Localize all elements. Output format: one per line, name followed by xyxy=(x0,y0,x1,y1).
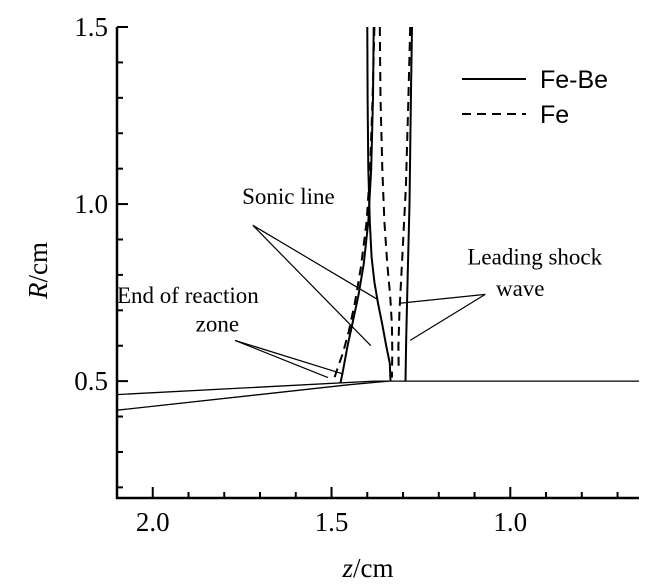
annotation-label: wave xyxy=(496,276,545,301)
annotation-leader xyxy=(234,339,344,375)
annotation-label: zone xyxy=(196,312,239,337)
annotation-leader xyxy=(399,293,486,304)
series-fe-be-curve xyxy=(404,26,413,382)
annotation-leader xyxy=(409,293,486,341)
annotation-label: Leading shock xyxy=(467,244,602,269)
series-layer xyxy=(332,26,413,384)
x-tick-label: 2.0 xyxy=(136,507,170,537)
x-tick-label: 1.0 xyxy=(493,507,527,537)
boundary-line xyxy=(116,380,639,396)
y-axis-title: R/cm xyxy=(23,242,53,300)
series-fe-curve xyxy=(332,26,376,382)
legend-label: Fe xyxy=(540,101,569,129)
axes: 0.5 1.0 1.5 2.0 1.5 1.0 z/cm R/cm xyxy=(23,12,639,583)
x-axis-title: z/cm xyxy=(341,553,393,583)
y-tick-label: 1.0 xyxy=(74,189,108,219)
legend-label: Fe-Be xyxy=(540,66,608,94)
annotation-leader xyxy=(252,224,372,347)
annotation-leader xyxy=(252,224,379,301)
reference-lines xyxy=(116,380,639,411)
y-tick-label: 1.5 xyxy=(74,12,108,42)
series-fe-be-curve xyxy=(366,26,392,382)
annotation-label: Sonic line xyxy=(242,184,335,209)
annotation-layer: Sonic line End of reaction zone Leading sho… xyxy=(117,184,603,379)
y-tick-label: 0.5 xyxy=(74,366,108,396)
boundary-line xyxy=(116,380,389,411)
series-fe-curve xyxy=(397,26,412,371)
annotation-label: End of reaction xyxy=(117,283,259,308)
series-fe-curve xyxy=(378,26,394,378)
legend: Fe-Be Fe xyxy=(462,66,608,129)
annotation-leader xyxy=(234,339,329,379)
x-tick-label: 1.5 xyxy=(315,507,349,537)
